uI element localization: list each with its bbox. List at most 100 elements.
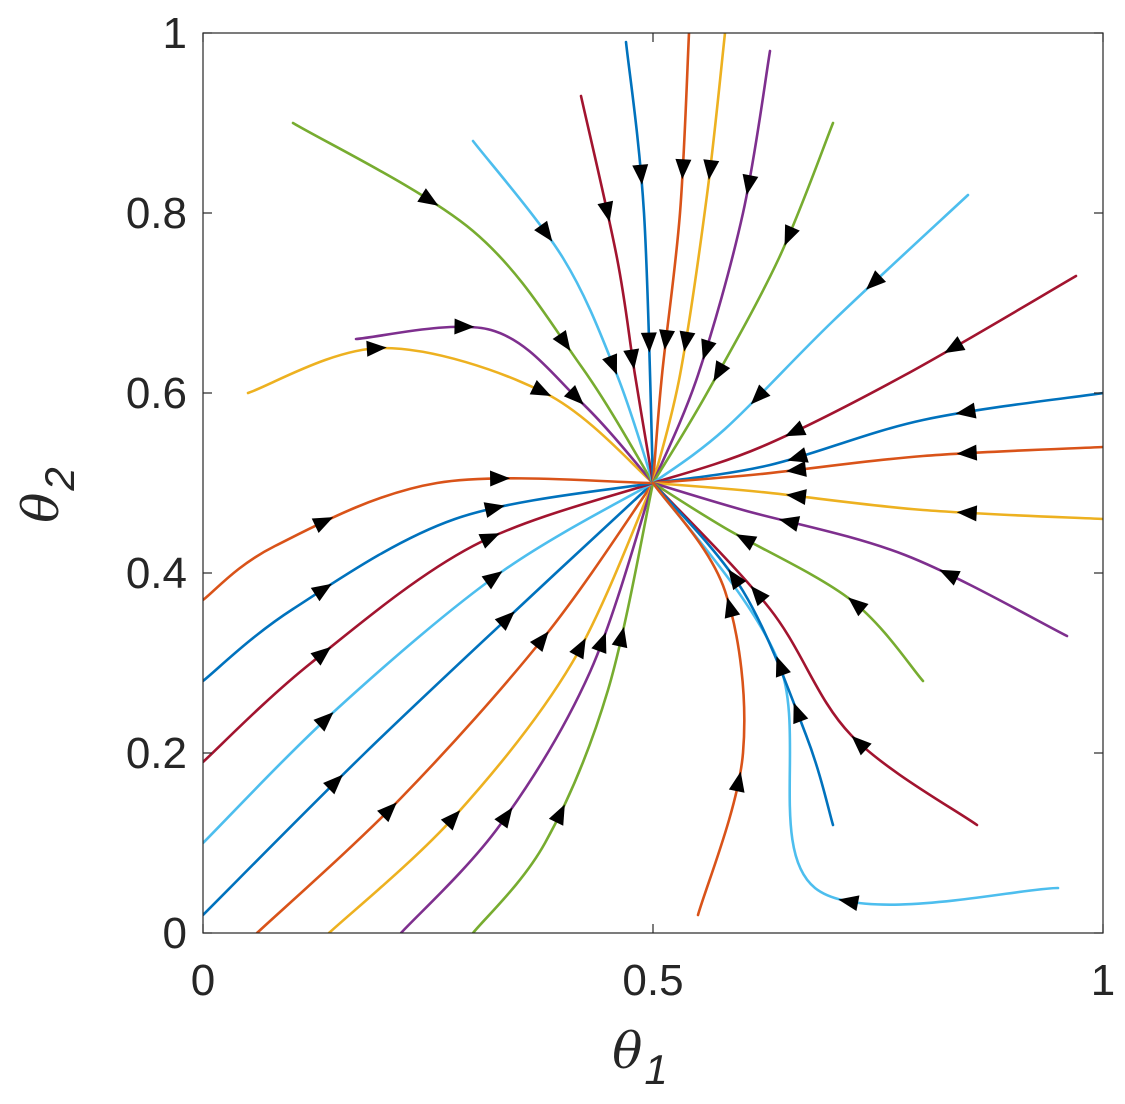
streamline	[291, 121, 655, 485]
direction-arrow	[417, 188, 439, 206]
streamline	[579, 94, 655, 485]
direction-arrow	[778, 516, 801, 532]
direction-arrow	[750, 384, 771, 405]
axis-ticks	[202, 32, 1104, 934]
streamline	[651, 481, 1060, 906]
x-axis-symbol: θ	[612, 1022, 642, 1080]
direction-arrow	[529, 380, 552, 397]
streamline	[203, 477, 655, 602]
streamline	[203, 481, 655, 764]
direction-arrow	[724, 597, 741, 619]
direction-arrow	[611, 626, 628, 649]
streamline	[651, 49, 772, 485]
streamline	[651, 193, 970, 485]
direction-arrow	[956, 444, 978, 461]
y-tick-label: 0	[163, 909, 187, 958]
x-tick-label: 0.5	[622, 956, 683, 1005]
direction-arrow	[483, 502, 505, 518]
streamline	[471, 139, 655, 485]
x-tick-label: 1	[1091, 956, 1115, 1005]
streamline	[624, 40, 655, 485]
direction-arrow	[838, 895, 860, 912]
direction-arrow	[784, 224, 800, 246]
direction-arrow	[640, 332, 657, 353]
y-tick-label: 0.6	[126, 369, 187, 418]
direction-arrow	[377, 802, 397, 823]
direction-arrow	[597, 200, 614, 222]
direction-arrow	[956, 505, 978, 522]
streamline	[471, 481, 655, 933]
streamline	[203, 481, 655, 845]
streamline	[651, 33, 691, 485]
streamline	[203, 481, 655, 917]
direction-arrow	[955, 402, 977, 419]
streamline	[399, 481, 655, 933]
y-tick-labels: 0 0.2 0.4 0.6 0.8 1	[126, 9, 187, 958]
direction-arrow	[552, 329, 571, 351]
direction-arrow	[569, 638, 586, 660]
streamline	[651, 481, 979, 827]
direction-arrow	[713, 360, 731, 382]
direction-arrow	[785, 420, 807, 437]
streamline	[651, 121, 835, 485]
streamline	[651, 391, 1103, 485]
y-tick-label: 0.8	[126, 189, 187, 238]
streamline	[327, 481, 655, 933]
streamline	[246, 346, 655, 485]
direction-arrow	[775, 656, 791, 678]
streamline	[651, 481, 835, 827]
direction-arrow	[366, 340, 387, 357]
direction-arrow	[848, 597, 869, 617]
direction-arrow	[728, 771, 745, 793]
direction-arrow	[440, 810, 461, 831]
direction-arrow	[478, 533, 501, 549]
direction-arrow	[675, 158, 692, 180]
direction-arrows	[310, 158, 978, 912]
direction-arrow	[679, 330, 696, 352]
y-axis-subscript: 2	[36, 467, 83, 491]
direction-arrow	[742, 173, 759, 196]
direction-arrow	[632, 164, 649, 185]
direction-arrow	[865, 270, 887, 290]
direction-arrow	[735, 534, 758, 551]
direction-arrow	[701, 338, 717, 360]
x-tick-label: 0	[191, 956, 215, 1005]
streamline	[651, 274, 1078, 485]
direction-arrow	[703, 159, 720, 181]
streamline	[203, 481, 655, 683]
direction-arrow	[529, 631, 549, 653]
direction-arrow	[750, 585, 770, 607]
direction-arrow	[787, 447, 809, 463]
streamline	[255, 481, 655, 933]
direction-arrow	[785, 489, 807, 506]
direction-arrow	[793, 702, 809, 725]
direction-arrow	[548, 804, 565, 826]
direction-arrow	[944, 336, 966, 354]
direction-arrow	[494, 807, 513, 829]
direction-arrow	[489, 470, 511, 487]
y-axis-label: θ2	[12, 467, 83, 522]
y-tick-label: 1	[163, 9, 187, 58]
x-axis-subscript: 1	[644, 1046, 667, 1093]
direction-arrow	[602, 353, 618, 375]
x-axis-label: θ1	[612, 1022, 667, 1093]
streamline	[651, 445, 1103, 485]
streamline	[651, 481, 1069, 638]
direction-arrow	[494, 611, 515, 631]
direction-arrow	[785, 460, 807, 477]
x-tick-labels: 0 0.5 1	[191, 956, 1115, 1005]
direction-arrow	[591, 632, 607, 654]
streamline	[651, 33, 727, 485]
direction-arrow	[851, 735, 872, 756]
y-tick-label: 0.2	[126, 729, 187, 778]
direction-arrow	[313, 712, 334, 732]
direction-arrow	[728, 569, 747, 591]
direction-arrow	[623, 348, 640, 370]
streamline	[651, 481, 1103, 521]
direction-arrow	[311, 517, 334, 533]
direction-arrow	[563, 384, 584, 405]
direction-arrow	[481, 571, 503, 590]
direction-arrow	[939, 569, 961, 586]
streamlines	[203, 33, 1103, 933]
